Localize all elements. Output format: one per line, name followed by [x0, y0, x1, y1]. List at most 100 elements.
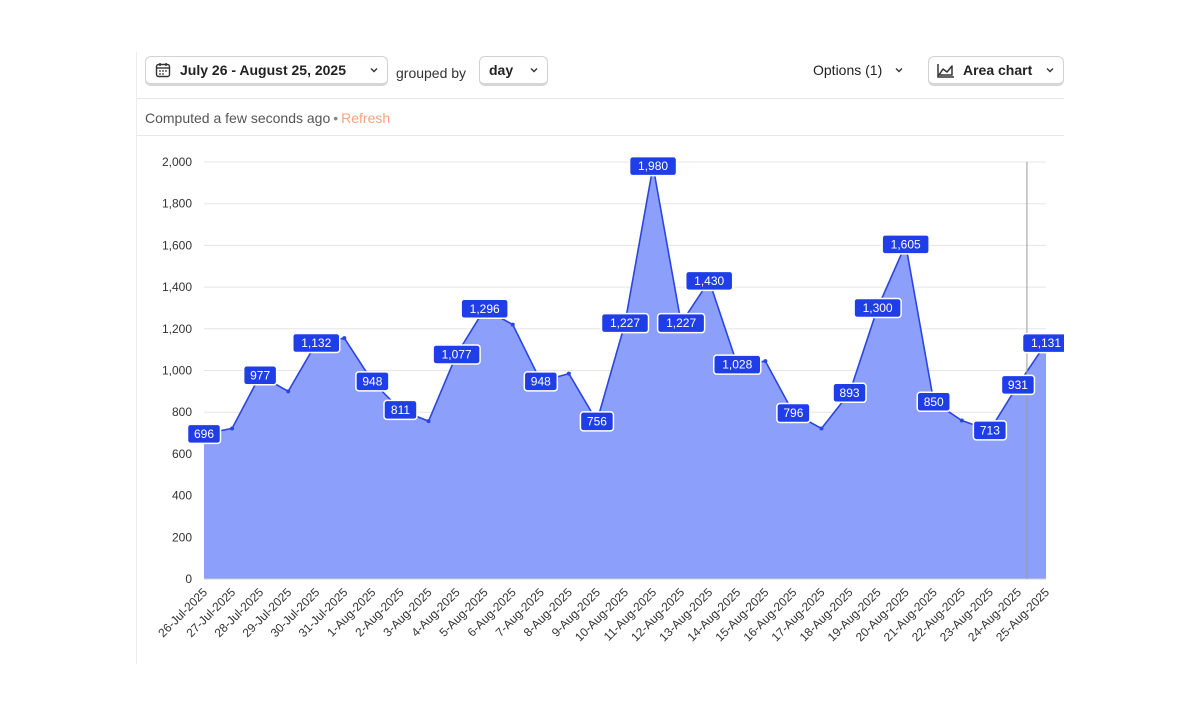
area-chart-icon	[937, 62, 955, 78]
date-range-button[interactable]: July 26 - August 25, 2025	[145, 56, 388, 86]
data-label-box	[916, 391, 951, 413]
data-point	[426, 419, 431, 424]
data-point	[510, 322, 515, 327]
refresh-link[interactable]: Refresh	[341, 110, 391, 126]
y-tick-label: 1,200	[162, 322, 192, 336]
data-point	[763, 359, 768, 364]
data-point	[342, 336, 347, 341]
y-tick-label: 1,800	[162, 197, 192, 211]
data-label-box	[579, 411, 615, 432]
toolbar: July 26 - August 25, 2025 grouped by day…	[137, 52, 1064, 99]
data-label-text: 977	[250, 368, 270, 382]
chevron-down-icon	[529, 65, 539, 75]
insight-panel: July 26 - August 25, 2025 grouped by day…	[136, 52, 1064, 664]
data-label-box	[656, 312, 706, 334]
data-label: 811	[383, 399, 418, 421]
data-point	[566, 371, 571, 376]
data-label-box	[684, 270, 734, 292]
data-label: 850	[916, 391, 951, 413]
data-label-text: 756	[587, 414, 607, 428]
data-label: 1,296	[460, 298, 509, 320]
data-label-text: 1,227	[610, 316, 640, 330]
data-label: 1,430	[684, 270, 734, 292]
data-label: 893	[832, 382, 867, 404]
data-label-text: 1,077	[442, 347, 472, 361]
options-label: Options (1)	[813, 62, 883, 78]
y-tick-label: 800	[172, 405, 192, 419]
area-chart: 0 200 400 600 800 1,000 1,200 1,400 1,600 1,800 2,…	[155, 155, 1064, 644]
data-label-box	[432, 344, 481, 365]
data-label-box	[383, 399, 418, 421]
data-label-box	[460, 298, 509, 320]
data-label-box	[776, 402, 811, 424]
data-label: 696	[186, 423, 222, 445]
chart-type-label: Area chart	[963, 62, 1033, 78]
data-label-box	[600, 312, 650, 334]
data-label: 948	[355, 371, 390, 392]
data-label-text: 931	[1008, 378, 1028, 392]
data-label: 756	[579, 411, 615, 432]
data-label: 931	[1000, 374, 1036, 396]
y-tick-label: 0	[185, 572, 192, 586]
chevron-down-icon	[1045, 65, 1055, 75]
data-label-box	[523, 371, 559, 392]
date-range-label: July 26 - August 25, 2025	[180, 62, 346, 78]
data-label: 1,227	[656, 312, 706, 334]
data-label-box	[832, 382, 867, 404]
data-label-box	[292, 332, 341, 354]
data-point	[286, 389, 291, 394]
separator-dot: •	[333, 110, 339, 126]
area-fill	[204, 166, 1046, 580]
data-point	[230, 426, 235, 431]
data-label-box	[881, 234, 930, 255]
data-label: 1,131	[1021, 332, 1064, 354]
data-label-text: 948	[362, 374, 382, 388]
y-tick-label: 1,600	[162, 238, 192, 252]
data-label-text: 1,605	[891, 237, 921, 251]
data-label-text: 1,980	[638, 159, 668, 173]
data-label-box	[972, 420, 1008, 441]
data-label-text: 1,430	[694, 274, 724, 288]
data-label-text: 811	[391, 403, 410, 417]
data-label: 1,028	[713, 354, 762, 375]
data-label-text: 1,131	[1031, 336, 1061, 350]
chevron-down-icon	[894, 65, 904, 75]
data-label: 1,605	[881, 234, 930, 255]
data-label: 796	[776, 402, 811, 424]
data-label-text: 696	[194, 427, 214, 441]
y-tick-label: 200	[172, 530, 192, 544]
chevron-down-icon	[369, 65, 379, 75]
data-label-box	[186, 423, 222, 445]
options-button[interactable]: Options (1)	[803, 56, 913, 86]
data-label: 1,132	[292, 332, 341, 354]
data-point	[959, 418, 964, 423]
y-tick-label: 400	[172, 489, 192, 503]
data-label-text: 948	[531, 374, 551, 388]
y-tick-label: 1,000	[162, 364, 192, 378]
computed-status-text: Computed a few seconds ago	[145, 110, 331, 126]
data-label-box	[853, 297, 902, 319]
data-label-box	[355, 371, 390, 392]
data-label-box	[242, 365, 278, 386]
y-tick-label: 1,400	[162, 280, 192, 294]
data-label-text: 1,028	[722, 358, 752, 372]
data-label-text: 1,227	[666, 316, 696, 330]
data-label-box	[713, 354, 762, 375]
data-label: 948	[523, 371, 559, 392]
data-label: 977	[242, 365, 278, 386]
data-label-box	[1000, 374, 1036, 396]
y-tick-label: 2,000	[162, 155, 192, 169]
data-label-text: 1,132	[301, 336, 331, 350]
data-label: 1,077	[432, 344, 481, 365]
data-label-box	[1021, 332, 1064, 354]
data-label-text: 796	[783, 406, 803, 420]
interval-select[interactable]: day	[479, 56, 548, 86]
data-label-text: 850	[924, 395, 944, 409]
data-label-text: 893	[840, 386, 860, 400]
chart-type-select[interactable]: Area chart	[928, 56, 1064, 86]
data-label-text: 1,296	[470, 302, 500, 316]
data-label: 713	[972, 420, 1008, 441]
data-label-text: 1,300	[863, 301, 893, 315]
y-tick-label: 600	[172, 447, 192, 461]
calendar-icon	[155, 62, 171, 78]
